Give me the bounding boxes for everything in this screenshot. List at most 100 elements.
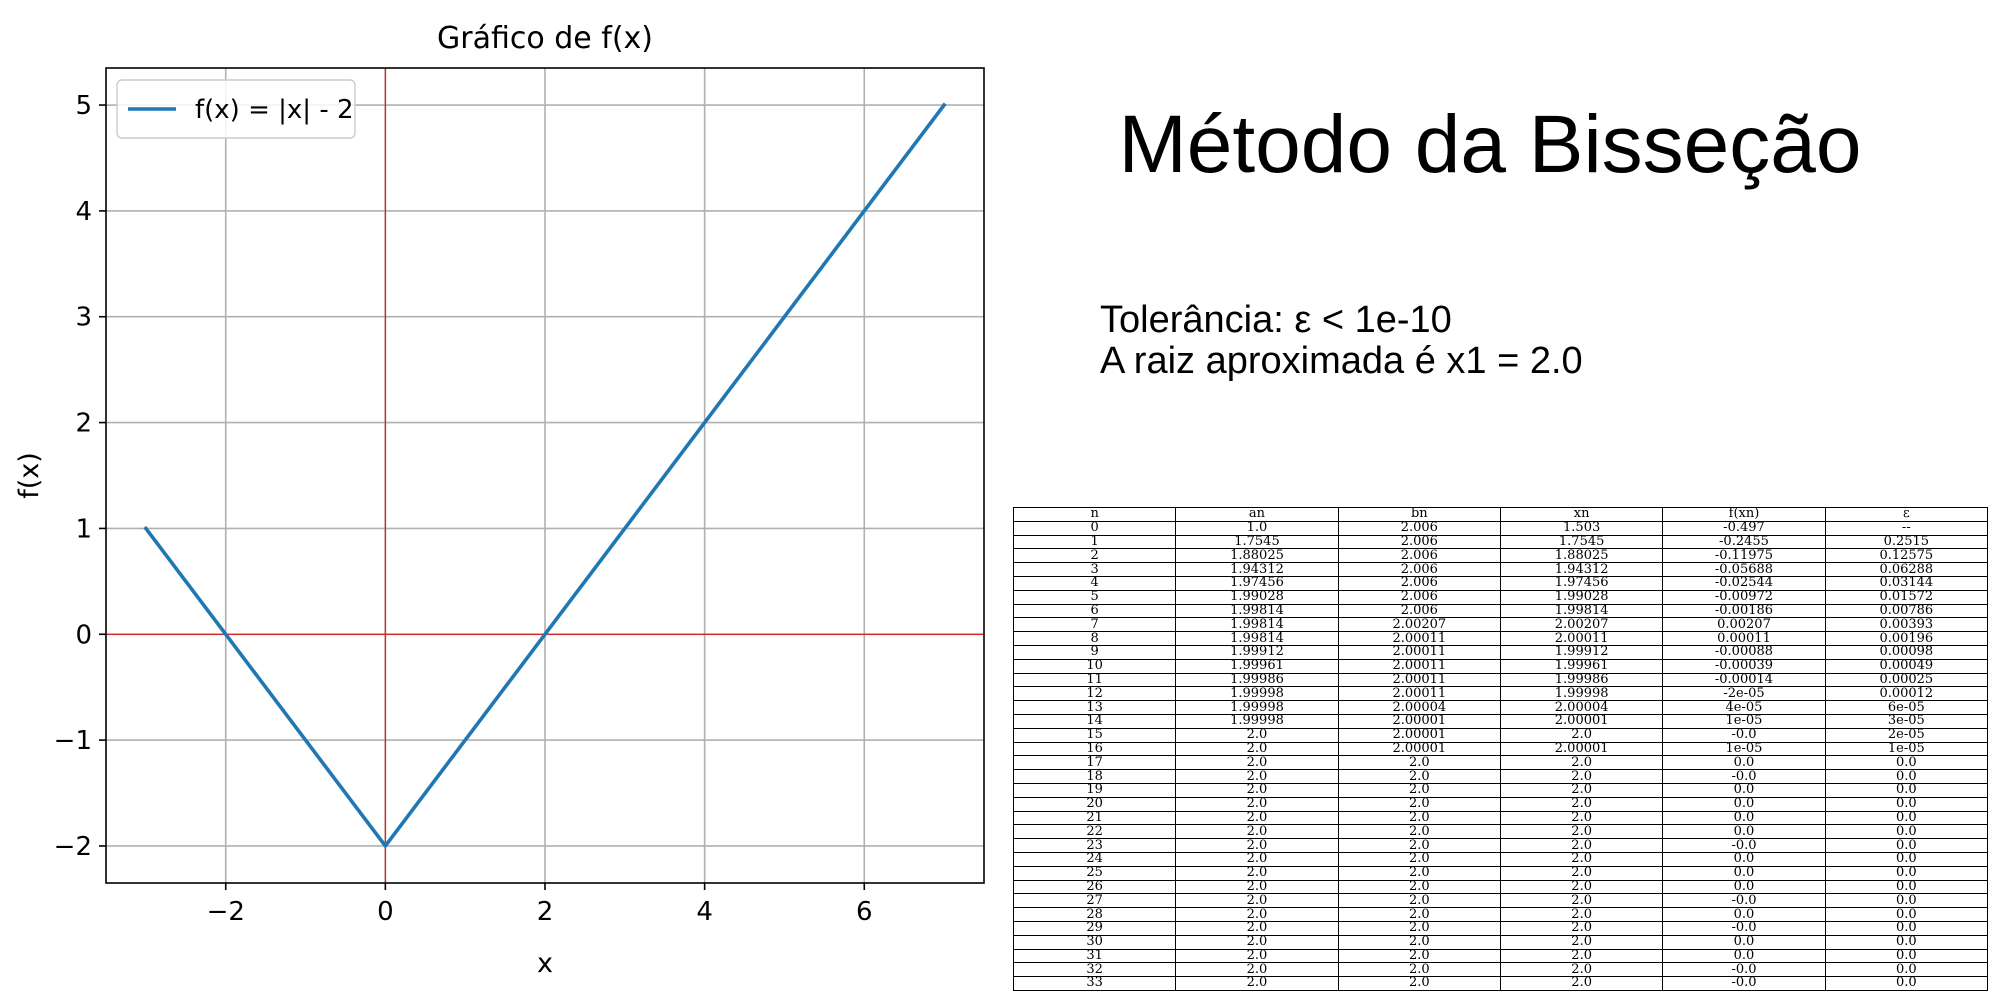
table-cell-an: 2.0 (1175, 865, 1339, 881)
table-cell-bn: 2.00207 (1337, 617, 1501, 633)
tolerance-text: Tolerância: ε < 1e-10 (1100, 299, 1452, 341)
table-cell-eps: 0.01572 (1824, 589, 1989, 605)
table-cell-an: 2.0 (1175, 769, 1339, 784)
table-cell-n: 29 (1012, 920, 1177, 936)
table-cell-eps: 3e-05 (1824, 713, 1989, 729)
table-cell-n: 5 (1012, 589, 1177, 605)
table-header-row: n an bn xn f(xn) ε (1012, 507, 1989, 522)
table-cell-an: 2.0 (1175, 934, 1339, 950)
table-cell-fxn: 0.0 (1662, 865, 1826, 881)
table-row: 26 2.0 2.0 2.0 0.0 0.0 (1012, 879, 1989, 895)
table-cell-an: 1.99912 (1175, 644, 1339, 660)
table-cell-bn: 2.0 (1337, 796, 1501, 812)
table-cell-xn: 2.0 (1499, 948, 1664, 964)
table-cell-fxn: -0.0 (1662, 838, 1826, 853)
series-line (143, 102, 947, 848)
table-cell-an: 2.0 (1175, 920, 1339, 936)
table-row: 16 2.0 2.00001 2.00001 1e-05 1e-05 (1012, 741, 1989, 757)
table-cell-fxn: -2e-05 (1662, 686, 1826, 702)
table-cell-bn: 2.0 (1337, 907, 1501, 922)
table-row: 8 1.99814 2.00011 2.00011 0.00011 0.00196 (1012, 631, 1989, 646)
table-cell-n: 10 (1012, 658, 1177, 674)
table-cell-an: 1.94312 (1175, 562, 1339, 577)
table-cell-eps: 0.06288 (1824, 562, 1989, 577)
table-cell-eps: 0.12575 (1824, 548, 1989, 564)
root-text: A raiz aproximada é x1 = 2.0 (1100, 340, 1583, 382)
table-cell-fxn: 0.0 (1662, 879, 1826, 895)
table-cell-fxn: 0.0 (1662, 810, 1826, 826)
table-cell-eps: -- (1824, 520, 1989, 536)
table-cell-an: 1.99998 (1175, 700, 1339, 715)
table-cell-fxn: -0.02544 (1662, 575, 1826, 591)
table-cell-xn: 1.99961 (1499, 658, 1664, 674)
table-row: 12 1.99998 2.00011 1.99998 -2e-05 0.00012 (1012, 686, 1989, 702)
table-cell-xn: 1.7545 (1499, 534, 1664, 550)
table-cell-fxn: 0.0 (1662, 851, 1826, 867)
table-cell-fxn: -0.0 (1662, 727, 1826, 743)
table-cell-n: 21 (1012, 810, 1177, 826)
table-cell-an: 1.7545 (1175, 534, 1339, 550)
table-cell-n: 7 (1012, 617, 1177, 633)
table-cell-bn: 2.00001 (1337, 713, 1501, 729)
table-header-fxn: f(xn) (1662, 507, 1826, 522)
table-cell-n: 24 (1012, 851, 1177, 867)
table-cell-an: 2.0 (1175, 838, 1339, 853)
table-cell-bn: 2.0 (1337, 810, 1501, 826)
table-cell-an: 2.0 (1175, 976, 1339, 991)
table-cell-an: 2.0 (1175, 727, 1339, 743)
table-cell-xn: 2.0 (1499, 769, 1664, 784)
table-cell-an: 2.0 (1175, 893, 1339, 909)
table-cell-xn: 2.0 (1499, 934, 1664, 950)
table-cell-eps: 6e-05 (1824, 700, 1989, 715)
table-cell-n: 15 (1012, 727, 1177, 743)
table-cell-bn: 2.0 (1337, 920, 1501, 936)
x-tick-label: 6 (856, 897, 873, 927)
table-row: 14 1.99998 2.00001 2.00001 1e-05 3e-05 (1012, 713, 1989, 729)
x-tick-label: 4 (696, 897, 713, 927)
table-cell-bn: 2.00001 (1337, 741, 1501, 757)
table-cell-n: 27 (1012, 893, 1177, 909)
y-tick-label: 2 (75, 409, 92, 439)
table-cell-eps: 0.00012 (1824, 686, 1989, 702)
table-cell-eps: 0.2515 (1824, 534, 1989, 550)
table-cell-eps: 0.0 (1824, 824, 1989, 840)
table-row: 24 2.0 2.0 2.0 0.0 0.0 (1012, 851, 1989, 867)
table-cell-fxn: -0.0 (1662, 769, 1826, 784)
table-cell-bn: 2.00004 (1337, 700, 1501, 715)
table-cell-an: 2.0 (1175, 755, 1339, 771)
table-row: 7 1.99814 2.00207 2.00207 0.00207 0.00393 (1012, 617, 1989, 633)
table-row: 10 1.99961 2.00011 1.99961 -0.00039 0.00049 (1012, 658, 1989, 674)
function-plot: −2 0 2 4 6 −2 −1 0 1 2 3 4 5 Gráfico de f(x) x f(x) f(x)… (14, 21, 985, 979)
table-cell-n: 28 (1012, 907, 1177, 922)
table-cell-an: 1.99814 (1175, 631, 1339, 646)
table-row: 18 2.0 2.0 2.0 -0.0 0.0 (1012, 769, 1989, 784)
table-row: 0 1.0 2.006 1.503 -0.497 -- (1012, 520, 1989, 536)
table-cell-xn: 2.0 (1499, 920, 1664, 936)
table-cell-n: 3 (1012, 562, 1177, 577)
table-cell-n: 16 (1012, 741, 1177, 757)
table-row: 21 2.0 2.0 2.0 0.0 0.0 (1012, 810, 1989, 826)
table-cell-xn: 2.00207 (1499, 617, 1664, 633)
table-cell-bn: 2.0 (1337, 782, 1501, 798)
table-body: 0 1.0 2.006 1.503 -0.497 -- 1 1.7545 2.006 1.7545… (1012, 520, 1989, 991)
table-row: 2 1.88025 2.006 1.88025 -0.11975 0.12575 (1012, 548, 1989, 564)
table-cell-an: 2.0 (1175, 796, 1339, 812)
table-cell-n: 17 (1012, 755, 1177, 771)
table-cell-bn: 2.0 (1337, 838, 1501, 853)
table-row: 19 2.0 2.0 2.0 0.0 0.0 (1012, 782, 1989, 798)
table-header-xn: xn (1499, 507, 1664, 522)
table-cell-fxn: -0.00186 (1662, 603, 1826, 619)
table-row: 32 2.0 2.0 2.0 -0.0 0.0 (1012, 962, 1989, 978)
x-axis-label: x (537, 948, 553, 979)
table-cell-xn: 2.0 (1499, 851, 1664, 867)
legend-label: f(x) = |x| - 2 (195, 95, 354, 125)
table-cell-n: 33 (1012, 976, 1177, 991)
table-cell-bn: 2.0 (1337, 962, 1501, 978)
table-cell-xn: 2.00001 (1499, 741, 1664, 757)
table-cell-xn: 2.0 (1499, 824, 1664, 840)
table-cell-bn: 2.006 (1337, 603, 1501, 619)
y-tick-label: 0 (75, 620, 92, 650)
table-row: 33 2.0 2.0 2.0 -0.0 0.0 (1012, 976, 1989, 991)
table-cell-an: 1.99961 (1175, 658, 1339, 674)
table-cell-fxn: 0.0 (1662, 948, 1826, 964)
